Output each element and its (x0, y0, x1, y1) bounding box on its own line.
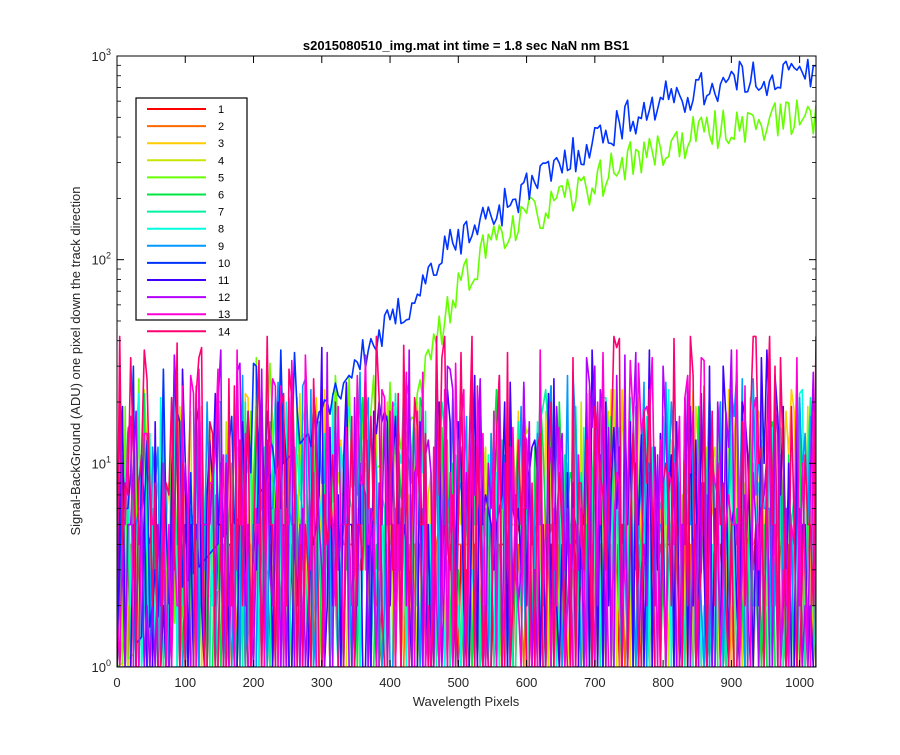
series-layer (117, 58, 816, 667)
x-tick-label: 1000 (785, 675, 814, 690)
legend-label-2: 2 (218, 121, 224, 133)
ticks-layer: 0 100 200 300 400 500 600 700 800 900 100010010110… (92, 47, 816, 690)
legend-label-9: 9 (218, 241, 224, 253)
legend-box (135, 97, 248, 321)
legend-label-4: 4 (218, 155, 224, 167)
legend-label-7: 7 (218, 207, 224, 219)
legend-label-10: 10 (218, 258, 230, 270)
x-tick-label: 800 (652, 675, 674, 690)
y-tick-label: 101 (92, 454, 111, 471)
y-tick-label: 103 (92, 47, 111, 64)
legend-label-13: 13 (218, 309, 230, 321)
series-line-14 (117, 335, 816, 667)
axes-box (116, 55, 817, 668)
x-tick-label: 600 (516, 675, 538, 690)
x-tick-label: 400 (379, 675, 401, 690)
x-tick-label: 200 (243, 675, 265, 690)
y-axis-label: Signal-BackGround (ADU) one pixel down t… (68, 186, 83, 535)
legend-label-12: 12 (218, 292, 230, 304)
series-line-13 (117, 349, 816, 667)
x-tick-label: 700 (584, 675, 606, 690)
y-tick-label: 100 (92, 658, 111, 675)
x-axis-label: Wavelength Pixels (413, 694, 520, 709)
legend-label-3: 3 (218, 138, 224, 150)
x-tick-label: 500 (447, 675, 469, 690)
legend-label-14: 14 (218, 326, 230, 338)
chart-title: s2015080510_img.mat int time = 1.8 sec N… (303, 38, 629, 53)
legend-label-6: 6 (218, 190, 224, 202)
x-tick-label: 0 (113, 675, 120, 690)
x-tick-label: 900 (721, 675, 743, 690)
legend-label-8: 8 (218, 224, 224, 236)
x-tick-label: 100 (174, 675, 196, 690)
legend-label-5: 5 (218, 172, 224, 184)
legend-label-11: 11 (218, 275, 229, 287)
x-tick-label: 300 (311, 675, 333, 690)
y-tick-label: 102 (92, 251, 111, 268)
legend-label-1: 1 (218, 104, 224, 116)
